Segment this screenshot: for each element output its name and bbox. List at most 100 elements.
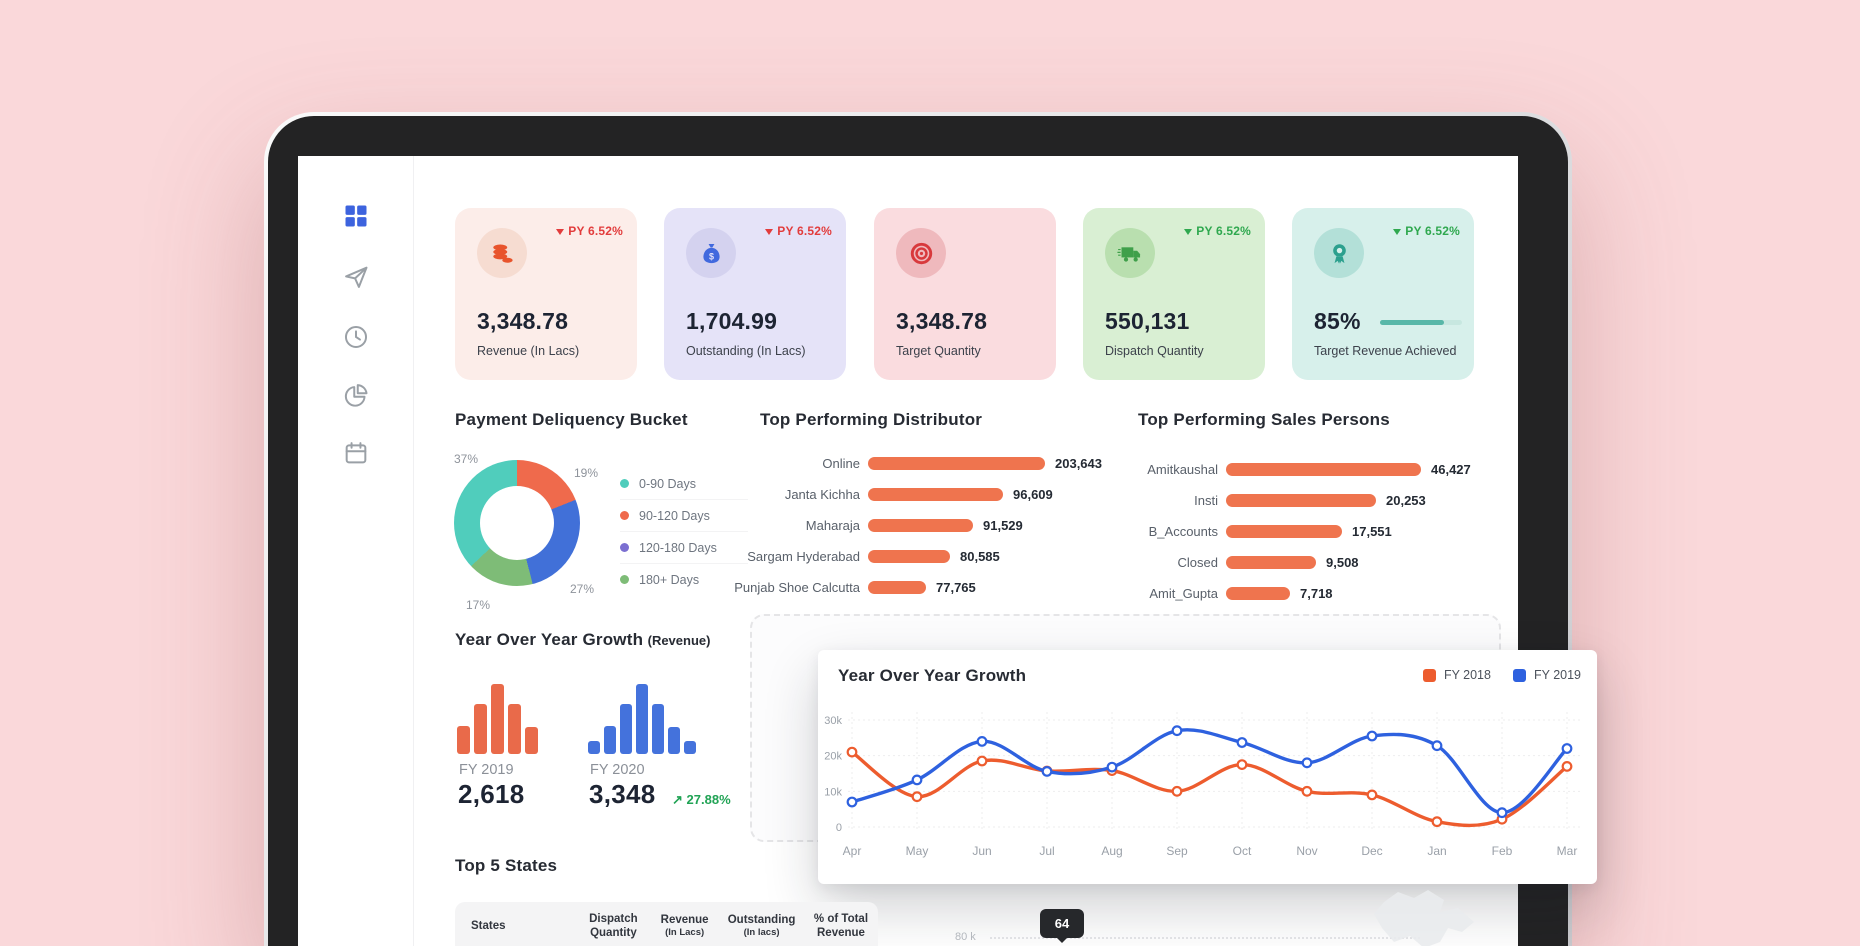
kpi-card-outstanding: $ PY 6.52% 1,704.99 Outstanding (In Lacs…: [664, 208, 846, 380]
svg-text:Dec: Dec: [1361, 844, 1382, 858]
bar-value: 7,718: [1300, 586, 1333, 601]
legend-item[interactable]: 180+ Days: [620, 564, 748, 595]
svg-text:Jul: Jul: [1039, 844, 1054, 858]
mini-bar: [588, 741, 600, 754]
kpi-label: Dispatch Quantity: [1105, 344, 1204, 358]
svg-text:30k: 30k: [824, 715, 842, 727]
distributor-bar-chart: Online 203,643 Janta Kichha 96,609 Maharaja 9…: [710, 456, 1102, 611]
column-header: Outstanding (In lacs): [727, 913, 796, 939]
kpi-value: 550,131: [1105, 308, 1190, 334]
bar-label: Online: [822, 456, 860, 471]
column-header: % of Total Revenue: [813, 912, 869, 939]
truck-icon: [1105, 228, 1155, 278]
growth-badge: ↗ 27.88%: [672, 792, 731, 807]
legend-item[interactable]: FY 2019: [1512, 668, 1581, 682]
target-icon: [896, 228, 946, 278]
bar: [868, 488, 1003, 501]
mini-bar: [652, 704, 664, 754]
mini-bar: [457, 726, 470, 754]
sidebar-item-analytics[interactable]: [342, 381, 370, 409]
svg-text:10k: 10k: [824, 786, 842, 798]
svg-text:Mar: Mar: [1557, 844, 1578, 858]
legend-item[interactable]: 0-90 Days: [620, 468, 748, 500]
donut-legend-dot: [620, 575, 629, 584]
salespersons-bar-chart: Amitkaushal 46,427 Insti 20,253 B_Accounts 17…: [1068, 462, 1471, 617]
bar: [1226, 494, 1376, 507]
svg-text:Jan: Jan: [1427, 844, 1446, 858]
py-badge: PY 6.52%: [1184, 224, 1251, 238]
bar-label: Amitkaushal: [1147, 462, 1218, 477]
mini-bar: [474, 704, 487, 754]
donut-pct-label: 19%: [574, 466, 599, 480]
svg-text:May: May: [906, 844, 929, 858]
legend-item[interactable]: FY 2018: [1422, 668, 1491, 682]
line-chart-title: Year Over Year Growth: [838, 666, 1027, 685]
mini-bar: [684, 741, 696, 754]
donut-legend-dot: [620, 511, 629, 520]
svg-text:Nov: Nov: [1296, 844, 1317, 858]
section-title-delinquency: Payment Deliquency Bucket: [455, 410, 688, 429]
bar-row: Amitkaushal 46,427: [1068, 462, 1471, 477]
column-header: States: [471, 919, 506, 932]
mini-bar: [636, 684, 648, 754]
bar: [1226, 525, 1342, 538]
sidebar-item-send[interactable]: [342, 263, 370, 291]
legend-item[interactable]: 90-120 Days: [620, 500, 748, 532]
bar-row: B_Accounts 17,551: [1068, 524, 1471, 539]
bar-value: 20,253: [1386, 493, 1426, 508]
mini-bar: [668, 727, 680, 754]
svg-text:0: 0: [836, 822, 842, 834]
fy-label: FY 2019: [459, 762, 514, 778]
kpi-card-target-revenue-achieved: PY 6.52% 85% Target Revenue Achieved: [1292, 208, 1474, 380]
kpi-value: 85%: [1314, 308, 1361, 334]
bar: [1226, 556, 1316, 569]
fy-value: 3,348: [589, 779, 656, 809]
bar-value: 77,765: [936, 580, 976, 595]
column-header: Revenue (In Lacs): [660, 913, 709, 939]
fy-value: 2,618: [458, 779, 525, 809]
sidebar-item-calendar[interactable]: [342, 439, 370, 467]
svg-text:$: $: [708, 251, 713, 261]
donut-legend-dot: [620, 543, 629, 552]
kpi-value: 3,348.78: [896, 308, 988, 334]
section-title-salespersons: Top Performing Sales Persons: [1138, 410, 1390, 429]
target-progress-fill: [1380, 320, 1444, 325]
bar-label: Sargam Hyderabad: [747, 549, 860, 564]
down-arrow-icon: [1184, 229, 1193, 235]
mini-bar: [508, 704, 521, 754]
kpi-label: Outstanding (In Lacs): [686, 344, 806, 358]
bar-label: B_Accounts: [1148, 524, 1218, 539]
svg-text:20k: 20k: [824, 751, 842, 763]
sidebar-item-history[interactable]: [342, 323, 370, 351]
bar: [1226, 587, 1290, 600]
section-title-yoy: Year Over Year Growth (Revenue): [455, 630, 711, 649]
section-title-states: Top 5 States: [455, 856, 558, 875]
bar-row: Maharaja 91,529: [710, 518, 1102, 533]
donut-pct-label: 17%: [466, 598, 491, 612]
bar: [868, 581, 926, 594]
bar-row: Insti 20,253: [1068, 493, 1471, 508]
paper-plane-icon: [342, 263, 370, 291]
calendar-icon: [342, 439, 370, 467]
sidebar: [298, 156, 414, 946]
pie-chart-icon: [342, 381, 370, 409]
kpi-label: Target Quantity: [896, 344, 981, 358]
bar-value: 91,529: [983, 518, 1023, 533]
delinquency-donut: [454, 460, 580, 586]
map-axis-label: 80 k: [955, 931, 976, 943]
legend-item[interactable]: 120-180 Days: [620, 532, 748, 564]
kpi-card-dispatch-quantity: PY 6.52% 550,131 Dispatch Quantity: [1083, 208, 1265, 380]
bar-label: Maharaja: [805, 518, 860, 533]
bar-row: Closed 9,508: [1068, 555, 1471, 570]
kpi-label: Revenue (In Lacs): [477, 344, 580, 358]
mini-bar: [604, 726, 616, 754]
dashboard-screen: PY 6.52% 3,348.78 Revenue (In Lacs) $ PY…: [298, 156, 1597, 946]
bar: [868, 457, 1045, 470]
donut-pct-label: 27%: [570, 582, 595, 596]
sidebar-item-dashboard[interactable]: [342, 202, 370, 230]
bar-row: Amit_Gupta 7,718: [1068, 586, 1471, 601]
kpi-card-revenue: PY 6.52% 3,348.78 Revenue (In Lacs): [455, 208, 637, 380]
map-tooltip: 64: [1040, 909, 1084, 943]
svg-text:Sep: Sep: [1166, 844, 1188, 858]
